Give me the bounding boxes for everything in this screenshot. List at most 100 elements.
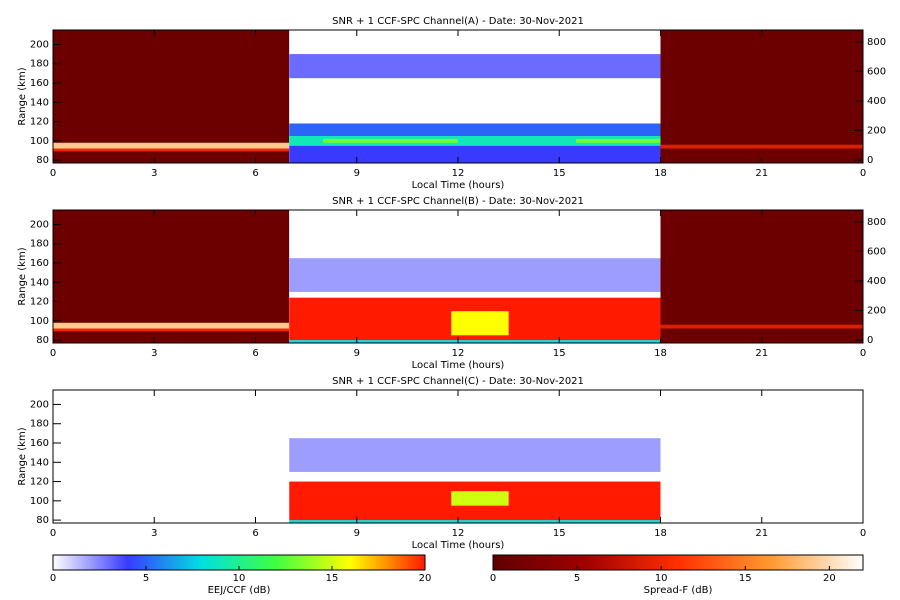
y-tick-label: 160 [30, 78, 49, 89]
y-tick-label: 160 [30, 258, 49, 269]
y-tick-label: 200 [30, 399, 49, 410]
colorbar-tick-label: 20 [419, 573, 432, 584]
y-tick-label: 180 [30, 419, 49, 430]
y-tick-label: 120 [30, 477, 49, 488]
heatmap-cell [660, 30, 863, 163]
x-tick-label: 15 [553, 168, 566, 179]
x-tick-label: 12 [452, 528, 465, 539]
heatmap-cell [451, 311, 509, 336]
x-tick-label: 12 [452, 168, 465, 179]
heatmap-cell [289, 340, 661, 343]
y2-tick-label: 800 [867, 217, 886, 228]
y-tick-label: 120 [30, 297, 49, 308]
colorbar [492, 554, 864, 571]
x-tick-label: 6 [252, 348, 258, 359]
y-tick-label: 140 [30, 277, 49, 288]
heatmap-cell [53, 148, 290, 152]
y2-tick-label: 800 [867, 37, 886, 48]
y-tick-label: 200 [30, 219, 49, 230]
y-tick-label: 140 [30, 97, 49, 108]
colorbar-tick-label: 15 [326, 573, 339, 584]
y2-tick-label: 0 [867, 335, 873, 346]
heatmap-cell [289, 258, 661, 292]
y-axis-label: Range (km) [17, 67, 28, 125]
y-tick-label: 160 [30, 438, 49, 449]
y-axis-label: Range (km) [17, 427, 28, 485]
x-tick-label: 0 [860, 348, 866, 359]
heatmap-cell [660, 324, 863, 329]
heatmap-cell [289, 438, 661, 472]
heatmap-cell [53, 30, 290, 163]
colorbar-tick-label: 5 [143, 573, 149, 584]
x-tick-label: 6 [252, 168, 258, 179]
x-tick-label: 15 [553, 348, 566, 359]
y2-tick-label: 600 [867, 66, 886, 77]
y2-tick-label: 200 [867, 125, 886, 136]
y2-tick-label: 400 [867, 276, 886, 287]
x-tick-label: 15 [553, 528, 566, 539]
x-tick-label: 9 [354, 168, 360, 179]
x-axis-label: Local Time (hours) [412, 540, 505, 551]
y-tick-label: 120 [30, 117, 49, 128]
x-tick-label: 18 [654, 528, 667, 539]
y2-tick-label: 200 [867, 305, 886, 316]
panel-title: SNR + 1 CCF-SPC Channel(B) - Date: 30-No… [332, 196, 584, 207]
x-tick-label: 21 [755, 528, 768, 539]
y2-tick-label: 0 [867, 155, 873, 166]
heatmap-cell [289, 54, 661, 79]
y-tick-label: 80 [36, 515, 49, 526]
y-tick-label: 180 [30, 239, 49, 250]
y-tick-label: 140 [30, 457, 49, 468]
x-tick-label: 3 [151, 168, 157, 179]
y2-tick-label: 400 [867, 96, 886, 107]
x-axis-label: Local Time (hours) [412, 360, 505, 371]
colorbar-label: EEJ/CCF (dB) [208, 585, 271, 596]
x-tick-label: 0 [50, 168, 56, 179]
colorbar-label: Spread-F (dB) [644, 585, 713, 596]
y2-tick-label: 600 [867, 246, 886, 257]
x-tick-label: 0 [860, 168, 866, 179]
heatmap-cell [53, 142, 290, 149]
colorbar-tick-label: 5 [574, 573, 580, 584]
y-tick-label: 100 [30, 316, 49, 327]
x-tick-label: 18 [654, 168, 667, 179]
heatmap-cell [289, 136, 661, 146]
heatmap-cell [53, 328, 290, 332]
x-tick-label: 18 [654, 348, 667, 359]
y-axis-label: Range (km) [17, 247, 28, 305]
x-tick-label: 21 [755, 168, 768, 179]
x-tick-label: 3 [151, 528, 157, 539]
heatmap-cell [289, 520, 661, 523]
x-tick-label: 9 [354, 528, 360, 539]
colorbar-tick-label: 10 [655, 573, 668, 584]
heatmap-cell [53, 210, 290, 343]
colorbar-tick-label: 0 [490, 573, 496, 584]
heatmap-cell [451, 491, 509, 506]
colorbar-tick-label: 20 [823, 573, 836, 584]
x-tick-label: 12 [452, 348, 465, 359]
y-tick-label: 80 [36, 335, 49, 346]
heatmap-cell [289, 145, 661, 163]
heatmap-cell [323, 138, 458, 143]
colorbar-tick-label: 15 [739, 573, 752, 584]
panel-title: SNR + 1 CCF-SPC Channel(A) - Date: 30-No… [332, 16, 584, 27]
x-tick-label: 6 [252, 528, 258, 539]
colorbar-tick-label: 0 [50, 573, 56, 584]
x-tick-label: 0 [50, 348, 56, 359]
heatmap-cell [660, 210, 863, 343]
heatmap-cell [660, 144, 863, 149]
x-tick-label: 0 [860, 528, 866, 539]
panel-title: SNR + 1 CCF-SPC Channel(C) - Date: 30-No… [332, 376, 584, 387]
y-tick-label: 100 [30, 136, 49, 147]
x-tick-label: 0 [50, 528, 56, 539]
x-axis-label: Local Time (hours) [412, 180, 505, 191]
x-tick-label: 9 [354, 348, 360, 359]
y-tick-label: 200 [30, 39, 49, 50]
heatmap-cell [53, 322, 290, 329]
x-tick-label: 21 [755, 348, 768, 359]
heatmap-cell [576, 138, 661, 143]
y-tick-label: 180 [30, 59, 49, 70]
y-tick-label: 80 [36, 155, 49, 166]
y-tick-label: 100 [30, 496, 49, 507]
